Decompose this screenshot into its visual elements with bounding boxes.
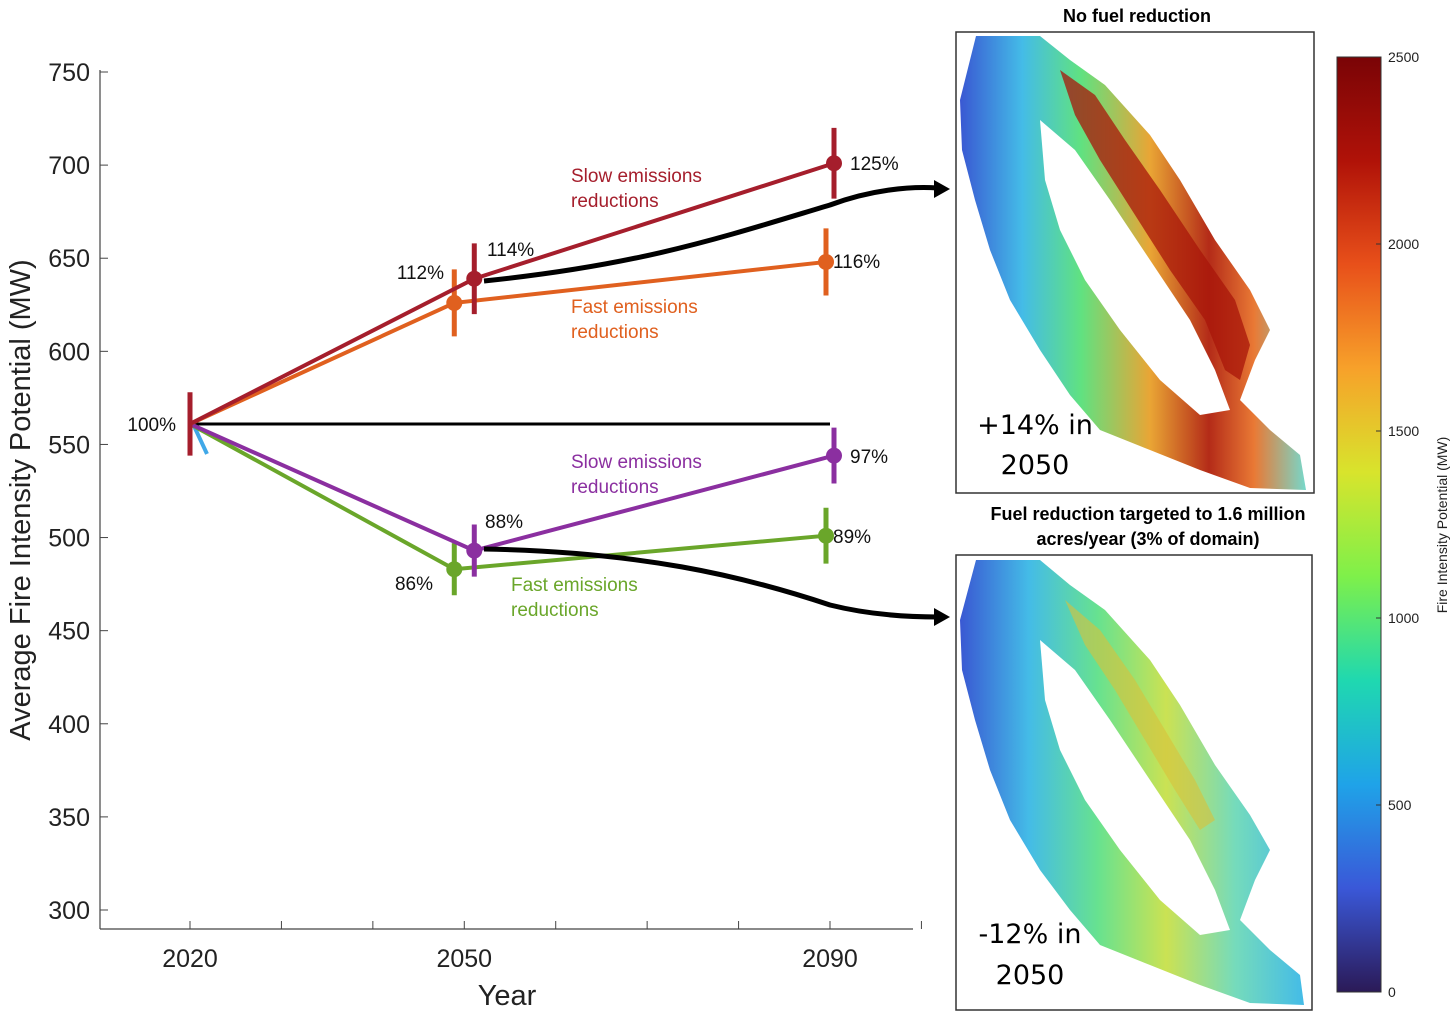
data-label: 97% [850,447,888,468]
series-line [189,259,827,426]
baseline: 100% [127,415,830,455]
data-point [466,542,483,559]
data-label: 116% [833,252,880,273]
data-point [818,253,834,270]
series-annotation: Slow emissions [571,452,702,473]
data-point [446,294,463,311]
central-valley-top [1040,120,1230,415]
series-annotation: reductions [571,191,659,212]
arrow-to-top-map [483,185,939,284]
y-tick-label: 300 [48,897,90,925]
y-tick-label: 550 [48,431,90,459]
data-label: 86% [395,574,433,595]
chart-series [187,127,842,596]
y-tick-label: 450 [48,618,90,646]
series-annotation: reductions [571,322,659,343]
map-change-top: +14% in [977,410,1093,441]
colorbar-label: Fire Intensity Potential (MW) [1434,437,1450,614]
arrow-head-top [934,180,950,198]
data-label: 125% [850,154,899,175]
y-tick-label: 700 [48,152,90,180]
data-label: 114% [487,240,534,261]
y-tick-label: 500 [48,525,90,553]
x-tick-label: 2050 [436,945,492,973]
data-point [466,270,483,287]
baseline-label: 100% [127,415,176,436]
map-panel-no-fuel-reduction: No fuel reduction +14% in 2050 [955,6,1315,494]
colorbar-tick-label: 1500 [1388,423,1419,439]
series-annotation: Slow emissions [571,166,702,187]
series-annotation: reductions [571,477,659,498]
map-title-bottom-line1: Fuel reduction targeted to 1.6 million [990,504,1305,524]
map-change-bottom: -12% in [979,919,1082,950]
x-axis-label: Year [478,980,537,1012]
y-tick-label: 650 [48,245,90,273]
colorbar-tick-label: 1000 [1388,610,1419,626]
series-annotation: Fast emissions [511,575,638,596]
y-tick-label: 400 [48,711,90,739]
y-tick-label: 750 [48,59,90,87]
x-tick-label: 2090 [802,945,858,973]
y-tick-label: 600 [48,338,90,366]
data-point [826,447,842,464]
series-annotation: reductions [511,600,599,621]
map-year-bottom: 2050 [996,960,1065,991]
data-point [826,155,842,172]
x-tick-label: 2020 [162,945,218,973]
colorbar-tick-label: 2000 [1388,236,1419,252]
data-label: 112% [397,263,444,284]
map-title-bottom-line2: acres/year (3% of domain) [1036,529,1259,549]
arrow-to-bottom-map [483,546,939,620]
y-tick-label: 350 [48,804,90,832]
data-label: 89% [833,527,871,548]
arrow-head-bottom [934,608,950,626]
map-year-top: 2050 [1001,450,1070,481]
moderate-intensity-band-bottom [1065,600,1215,830]
colorbar: 0 500 1000 1500 2000 2500 Fire Intensity Pote… [1336,49,1450,1000]
data-point [818,527,834,544]
colorbar-tick-label: 0 [1388,984,1396,1000]
chart-labels: 114% 125% 112% 116% 88% 97% 86% 89% Slow emissio… [395,154,899,621]
colorbar-tick-label: 500 [1388,797,1412,813]
data-point [446,561,463,578]
data-label: 88% [485,512,523,533]
colorbar-tick-label: 2500 [1388,49,1419,65]
map-title-top: No fuel reduction [1063,6,1211,26]
series-annotation: Fast emissions [571,297,698,318]
colorbar-bar [1336,56,1382,993]
chart-axes: 300 350 400 450 500 550 600 650 700 750 2020 2050 20… [48,59,922,973]
map-panel-fuel-reduction: Fuel reduction targeted to 1.6 million a… [955,504,1313,1011]
high-intensity-band-top [1060,70,1250,380]
central-valley-bottom [1040,640,1230,935]
series-line [189,161,835,426]
y-axis-label: Average Fire Intensity Potential (MW) [5,259,37,740]
